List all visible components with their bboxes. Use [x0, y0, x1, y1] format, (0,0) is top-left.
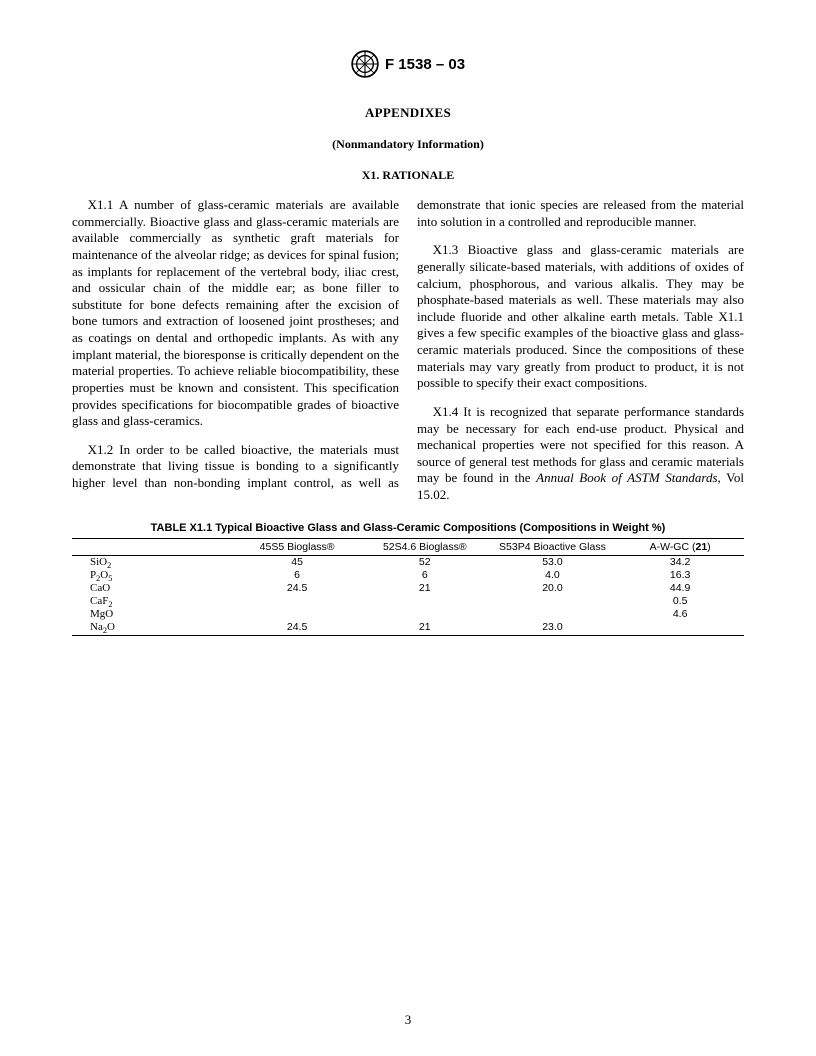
cell: 21 [361, 621, 489, 636]
cell: 34.2 [616, 555, 744, 569]
table-row: MgO 4.6 [72, 608, 744, 621]
cell [361, 608, 489, 621]
cell [616, 621, 744, 636]
cell: 53.0 [489, 555, 617, 569]
row-label: CaO [72, 582, 233, 595]
cell: 24.5 [233, 621, 361, 636]
row-label: MgO [72, 608, 233, 621]
cell [489, 608, 617, 621]
cell: 20.0 [489, 582, 617, 595]
row-label: SiO2 [72, 555, 233, 569]
standard-number: F 1538 – 03 [385, 56, 465, 73]
cell: 0.5 [616, 595, 744, 608]
table-body: SiO2455253.034.2P2O5664.016.3CaO24.52120… [72, 555, 744, 636]
cell: 52 [361, 555, 489, 569]
cell: 23.0 [489, 621, 617, 636]
table-row: P2O5664.016.3 [72, 569, 744, 582]
table-col-4: A-W-GC (21) [616, 538, 744, 555]
cell: 44.9 [616, 582, 744, 595]
paragraph-x1-3: X1.3 Bioactive glass and glass-ceramic m… [417, 242, 744, 392]
row-label: P2O5 [72, 569, 233, 582]
body-columns: X1.1 A number of glass-ceramic materials… [72, 197, 744, 504]
cell: 4.0 [489, 569, 617, 582]
paragraph-x1-1: X1.1 A number of glass-ceramic materials… [72, 197, 399, 430]
paragraph-x1-4: X1.4 It is recognized that separate perf… [417, 404, 744, 504]
table-col-0 [72, 538, 233, 555]
document-header: F 1538 – 03 [72, 50, 744, 83]
table-col-1: 45S5 Bioglass® [233, 538, 361, 555]
row-label: CaF2 [72, 595, 233, 608]
heading-section-x1: X1. RATIONALE [72, 168, 744, 183]
cell: 45 [233, 555, 361, 569]
heading-nonmandatory: (Nonmandatory Information) [72, 137, 744, 152]
cell: 6 [361, 569, 489, 582]
cell [489, 595, 617, 608]
cell: 24.5 [233, 582, 361, 595]
table-col-2: 52S4.6 Bioglass® [361, 538, 489, 555]
cell: 21 [361, 582, 489, 595]
table-row: Na2O24.52123.0 [72, 621, 744, 636]
composition-table: 45S5 Bioglass® 52S4.6 Bioglass® S53P4 Bi… [72, 538, 744, 637]
astm-logo-icon [351, 50, 379, 78]
table-header-row: 45S5 Bioglass® 52S4.6 Bioglass® S53P4 Bi… [72, 538, 744, 555]
cell [233, 608, 361, 621]
table-row: CaF2 0.5 [72, 595, 744, 608]
table-title: TABLE X1.1 Typical Bioactive Glass and G… [72, 522, 744, 534]
cell [361, 595, 489, 608]
cell: 4.6 [616, 608, 744, 621]
page-number: 3 [0, 1012, 816, 1028]
cell: 6 [233, 569, 361, 582]
cell: 16.3 [616, 569, 744, 582]
paragraph-x1-4-italic: Annual Book of ASTM Standards [536, 470, 717, 485]
row-label: Na2O [72, 621, 233, 636]
table-row: SiO2455253.034.2 [72, 555, 744, 569]
cell [233, 595, 361, 608]
table-row: CaO24.52120.044.9 [72, 582, 744, 595]
heading-appendixes: APPENDIXES [72, 105, 744, 121]
table-col-3: S53P4 Bioactive Glass [489, 538, 617, 555]
table-x1-1-block: TABLE X1.1 Typical Bioactive Glass and G… [72, 522, 744, 637]
